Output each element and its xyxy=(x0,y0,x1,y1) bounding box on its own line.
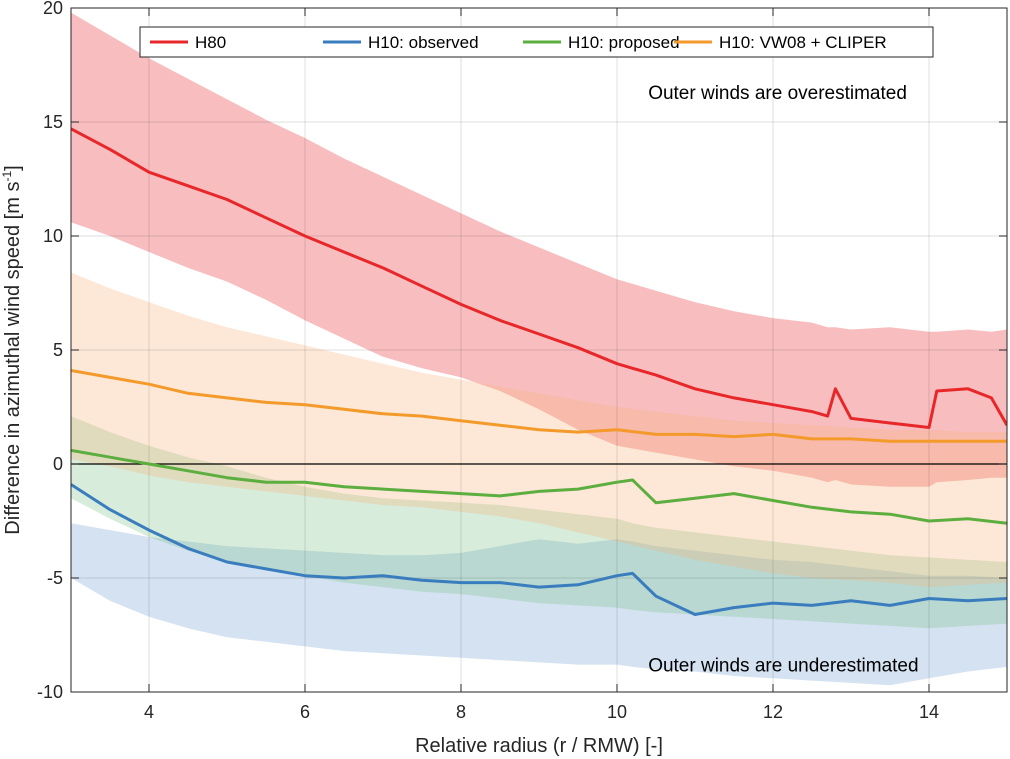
y-axis-label-close: ] xyxy=(2,165,24,171)
series-line-h10-proposed xyxy=(71,448,1007,525)
y-tick-label: 5 xyxy=(53,340,63,360)
series-line-h80 xyxy=(71,127,1007,429)
y-axis-label: Difference in azimuthal wind speed [m s-… xyxy=(0,165,24,534)
annotation-underestimated: Outer winds are underestimated xyxy=(648,655,918,676)
confidence-bands xyxy=(71,12,1007,686)
legend: H80 H10: observed H10: proposed H10: VW08 +… xyxy=(139,26,934,58)
legend-label: H80 xyxy=(195,33,226,52)
legend-label: H10: VW08 + CLIPER xyxy=(719,33,887,52)
axis-ticks: 4 6 8 10 12 14 -10 -5 0 5 10 15 20 xyxy=(37,0,1007,722)
x-tick-label: 12 xyxy=(763,702,783,722)
y-axis-label-main: Difference in azimuthal wind speed [m s xyxy=(2,182,24,535)
y-tick-label: -10 xyxy=(37,682,63,702)
y-tick-label: -5 xyxy=(47,568,63,588)
y-tick-label: 0 xyxy=(53,454,63,474)
series-line-h10-vw08-cliper xyxy=(71,369,1007,443)
y-tick-label: 20 xyxy=(43,0,63,18)
legend-label: H10: observed xyxy=(368,33,479,52)
y-tick-label: 10 xyxy=(43,226,63,246)
x-axis-label: Relative radius (r / RMW) [-] xyxy=(415,735,663,757)
x-tick-label: 4 xyxy=(144,702,154,722)
x-tick-label: 14 xyxy=(919,702,939,722)
legend-label: H10: proposed xyxy=(568,33,680,52)
series-line-h10-observed xyxy=(71,483,1007,616)
y-axis-label-superscript: -1 xyxy=(0,171,14,182)
x-tick-label: 8 xyxy=(456,702,466,722)
x-tick-label: 6 xyxy=(300,702,310,722)
y-tick-label: 15 xyxy=(43,112,63,132)
band-h10-observed xyxy=(71,523,1007,686)
x-tick-label: 10 xyxy=(607,702,627,722)
series-lines xyxy=(71,127,1007,616)
annotation-overestimated: Outer winds are overestimated xyxy=(648,83,907,104)
band-h80 xyxy=(71,12,1007,487)
